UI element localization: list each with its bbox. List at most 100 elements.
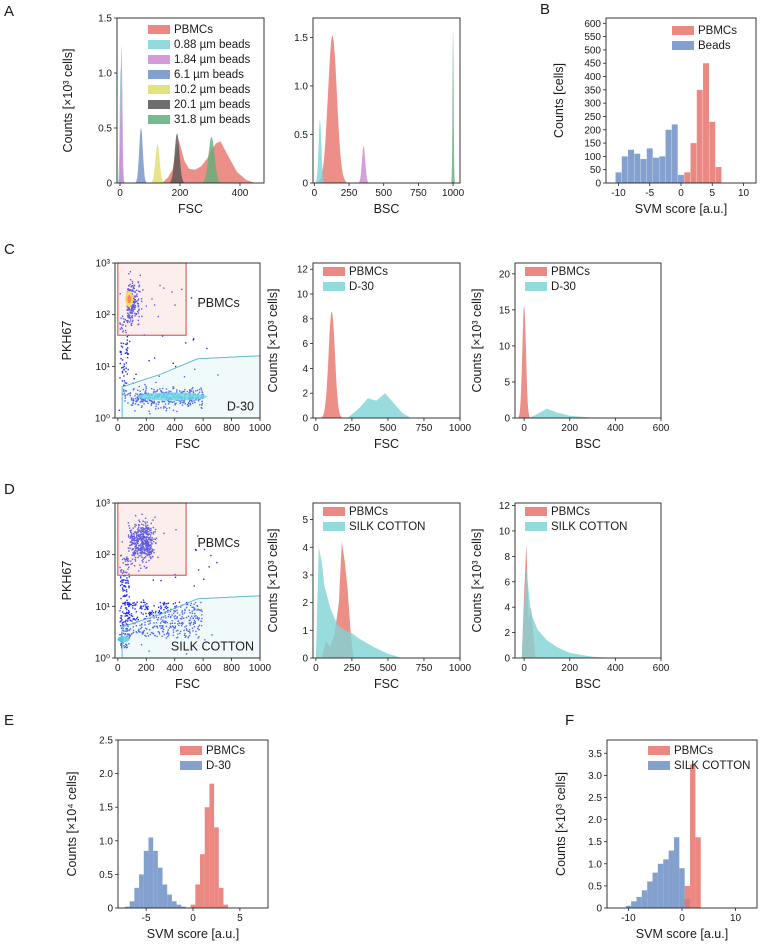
- x-tick-label: 200: [138, 663, 155, 674]
- point: [127, 315, 129, 317]
- y-tick-label: 12: [297, 265, 309, 276]
- point: [126, 635, 128, 637]
- bar: [652, 872, 658, 908]
- point: [128, 629, 130, 632]
- area-series-pbmcs: [318, 35, 347, 183]
- point: [144, 391, 147, 393]
- point: [139, 537, 141, 539]
- y-tick-label: 0.5: [588, 881, 602, 892]
- point: [139, 397, 142, 400]
- point: [129, 311, 131, 313]
- point: [122, 588, 124, 590]
- point: [141, 399, 144, 401]
- y-tick-label: 300: [584, 99, 601, 110]
- point: [146, 533, 149, 535]
- point: [197, 569, 200, 571]
- x-tick-label: 800: [223, 663, 240, 674]
- point: [157, 616, 160, 619]
- point: [149, 534, 152, 536]
- point: [180, 618, 183, 620]
- point: [170, 626, 172, 628]
- axes-d2-frame: [312, 502, 461, 659]
- point: [167, 602, 170, 604]
- point: [146, 549, 148, 551]
- point: [177, 633, 179, 635]
- point: [133, 539, 135, 541]
- y-axis-label: Counts [×10³ cells]: [554, 772, 568, 876]
- point: [181, 616, 183, 618]
- bar: [657, 863, 664, 908]
- axes-d1-frame: [114, 502, 261, 659]
- point: [171, 401, 174, 403]
- legend-label: D-30: [349, 281, 374, 293]
- point: [130, 289, 132, 291]
- area-series-0-88-m-beads: [315, 119, 325, 183]
- point: [184, 403, 186, 405]
- point: [121, 611, 124, 613]
- point: [141, 529, 143, 531]
- point: [124, 382, 126, 384]
- point: [134, 540, 136, 542]
- x-tick-label: 200: [561, 663, 578, 674]
- point: [130, 312, 132, 314]
- point: [185, 342, 187, 344]
- area-series-1-84-m-beads: [118, 45, 125, 183]
- point: [164, 615, 167, 617]
- point: [126, 306, 129, 308]
- point: [144, 634, 146, 637]
- point: [131, 282, 134, 285]
- point: [197, 626, 199, 628]
- point: [146, 521, 148, 523]
- point: [136, 302, 139, 304]
- point: [126, 309, 128, 311]
- point: [131, 312, 134, 314]
- y-axis-label: Counts [×10⁴ cells]: [65, 771, 79, 876]
- point: [184, 626, 186, 628]
- point: [189, 619, 191, 621]
- point: [179, 630, 182, 633]
- point: [197, 400, 200, 402]
- point: [157, 556, 159, 559]
- point: [167, 635, 169, 638]
- bar: [709, 121, 716, 183]
- point: [189, 604, 192, 607]
- point: [128, 618, 130, 620]
- point: [162, 387, 164, 390]
- point: [125, 628, 127, 630]
- point: [133, 284, 136, 287]
- point: [144, 400, 146, 402]
- point: [139, 607, 141, 610]
- point: [210, 554, 212, 557]
- point: [139, 529, 141, 531]
- legend-swatch: [525, 507, 547, 516]
- point: [155, 403, 157, 405]
- point: [128, 602, 130, 604]
- point: [165, 617, 167, 619]
- x-tick-label: 0: [115, 423, 121, 434]
- point: [124, 633, 127, 635]
- point: [128, 596, 130, 598]
- point: [124, 558, 126, 561]
- point: [125, 595, 127, 597]
- point: [179, 390, 181, 392]
- point: [193, 603, 195, 606]
- point: [135, 400, 138, 403]
- point: [156, 389, 159, 391]
- y-tick-label: 8: [302, 314, 308, 325]
- point: [124, 594, 126, 597]
- point: [137, 553, 139, 555]
- point: [186, 603, 188, 605]
- point: [148, 559, 150, 562]
- point: [143, 543, 145, 545]
- point: [129, 283, 131, 286]
- point: [138, 555, 140, 557]
- point: [145, 385, 147, 388]
- point: [152, 526, 155, 529]
- point: [197, 399, 200, 401]
- point: [126, 630, 128, 632]
- point: [124, 352, 126, 354]
- legend-swatch: [525, 282, 547, 291]
- point: [135, 611, 137, 613]
- point: [134, 548, 137, 550]
